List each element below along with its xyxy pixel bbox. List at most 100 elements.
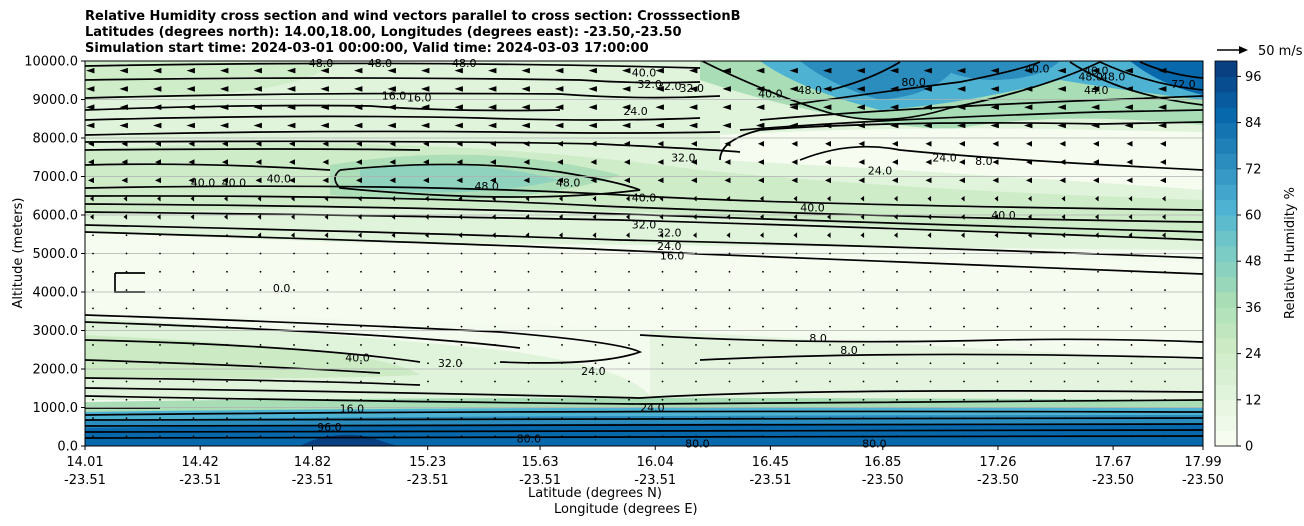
wind-vector-509 xyxy=(892,159,898,165)
wind-vector-672 xyxy=(1158,67,1167,74)
wind-vector-444 xyxy=(789,122,798,129)
wind-vector-215 xyxy=(423,159,429,165)
wind-vector-17 xyxy=(92,380,94,383)
wind-vector-669 xyxy=(1130,398,1133,401)
colorbar-segment-15 xyxy=(1215,199,1237,216)
contour-label-22: 32.0 xyxy=(657,226,682,239)
wind-vector-581 xyxy=(996,325,999,328)
contour-line-7 xyxy=(85,148,421,151)
wind-vector-220 xyxy=(427,252,429,255)
wind-vector-195 xyxy=(389,177,396,184)
wind-vector-459 xyxy=(795,398,798,401)
colorbar-segment-11 xyxy=(1215,261,1237,278)
wind-vector-23 xyxy=(119,104,128,110)
wind-vector-35 xyxy=(125,325,128,328)
wind-vector-525 xyxy=(923,67,932,74)
wind-vector-21 xyxy=(119,67,128,74)
wind-vector-165 xyxy=(326,398,329,401)
wind-vector-449 xyxy=(793,214,798,220)
wind-vector-577 xyxy=(996,252,999,255)
y-tick-label-0: 0.0 xyxy=(57,440,78,455)
wind-vector-361 xyxy=(657,140,664,147)
wind-vector-485 xyxy=(856,104,865,110)
y-tick-label-4: 4000.0 xyxy=(33,286,79,301)
colorbar-segment-4 xyxy=(1215,369,1237,385)
wind-vector-387 xyxy=(693,232,697,239)
wind-vector-31 xyxy=(125,252,128,255)
wind-vector-599 xyxy=(1030,270,1032,273)
x-tick-lat-label-2: 14.82 xyxy=(294,455,331,470)
x-tick-lon-label-9: -23.50 xyxy=(1092,473,1134,488)
wind-vector-575 xyxy=(994,214,999,220)
wind-vector-360 xyxy=(655,122,664,129)
wind-vector-396 xyxy=(695,398,697,401)
wind-vector-7 xyxy=(90,195,94,202)
wind-vector-14 xyxy=(92,325,94,328)
wind-vector-522 xyxy=(896,398,898,401)
wind-vector-388 xyxy=(695,252,697,255)
wind-vector-172 xyxy=(356,140,362,147)
wind-vector-352 xyxy=(628,362,630,365)
wind-vector-190 xyxy=(387,86,396,92)
wind-vector-83 xyxy=(192,435,195,438)
wind-vector-34 xyxy=(125,307,128,310)
wind-vector-478 xyxy=(829,362,831,365)
wind-vector-86 xyxy=(220,104,229,110)
wind-vector-358 xyxy=(655,86,664,92)
wind-vector-274 xyxy=(521,86,530,92)
wind-vector-425 xyxy=(758,159,764,165)
contour-line-8 xyxy=(85,163,331,171)
wind-vector-9 xyxy=(92,234,94,237)
wind-vector-263 xyxy=(494,270,496,273)
wind-vector-132 xyxy=(289,177,295,184)
wind-vector-150 xyxy=(320,122,329,129)
wind-vector-164 xyxy=(326,380,329,383)
wind-vector-69 xyxy=(188,177,195,184)
wind-vector-386 xyxy=(693,214,697,220)
wind-vector-564 xyxy=(963,398,965,401)
wind-vector-418 xyxy=(728,417,731,419)
contour-label-21: 32.0 xyxy=(632,219,657,232)
wind-vector-427 xyxy=(760,195,764,202)
wind-vector-133 xyxy=(291,195,295,202)
wind-vector-560 xyxy=(963,325,965,328)
contour-line-15 xyxy=(85,231,1203,275)
contour-label-5: 32.0 xyxy=(657,80,682,93)
wind-vector-552 xyxy=(959,177,965,184)
wind-vector-421 xyxy=(756,86,765,92)
contour-label-41: 16.0 xyxy=(340,402,365,415)
wind-vector-670 xyxy=(1130,417,1133,419)
fill-region-upper-wet-3 xyxy=(1130,61,1203,95)
wind-vector-103 xyxy=(226,417,228,419)
wind-vector-398 xyxy=(695,435,697,438)
wind-vector-231 xyxy=(454,67,463,74)
wind-vector-639 xyxy=(1095,232,1099,239)
wind-vector-415 xyxy=(728,362,731,365)
wind-vector-549 xyxy=(957,122,966,129)
contour-label-29: 48.0 xyxy=(1078,70,1103,83)
wind-vector-508 xyxy=(892,140,898,147)
quiver-key-arrowhead xyxy=(1239,46,1248,54)
wind-vector-673 xyxy=(1158,86,1167,92)
wind-vector-403 xyxy=(724,140,731,147)
wind-vector-61 xyxy=(159,417,161,419)
wind-vector-136 xyxy=(293,252,295,255)
wind-vector-566 xyxy=(963,435,965,438)
wind-vector-222 xyxy=(427,289,429,291)
wind-vector-143 xyxy=(293,380,295,383)
contour-line-20 xyxy=(789,61,1041,106)
contour-label-44: 80.0 xyxy=(517,432,542,445)
wind-vector-500 xyxy=(862,380,865,383)
wind-vector-308 xyxy=(561,325,563,328)
contour-label-0: 48.0 xyxy=(309,57,334,70)
wind-vector-576 xyxy=(994,232,999,239)
wind-vector-572 xyxy=(992,159,999,165)
wind-vector-292 xyxy=(527,417,530,419)
wind-vector-128 xyxy=(287,104,296,110)
wind-vector-426 xyxy=(758,177,764,184)
wind-vector-311 xyxy=(561,380,563,383)
wind-vector-76 xyxy=(192,307,195,310)
fill-region-low-right xyxy=(650,330,1203,410)
colorbar-segment-21 xyxy=(1215,107,1237,124)
colorbar-segment-22 xyxy=(1215,91,1237,108)
